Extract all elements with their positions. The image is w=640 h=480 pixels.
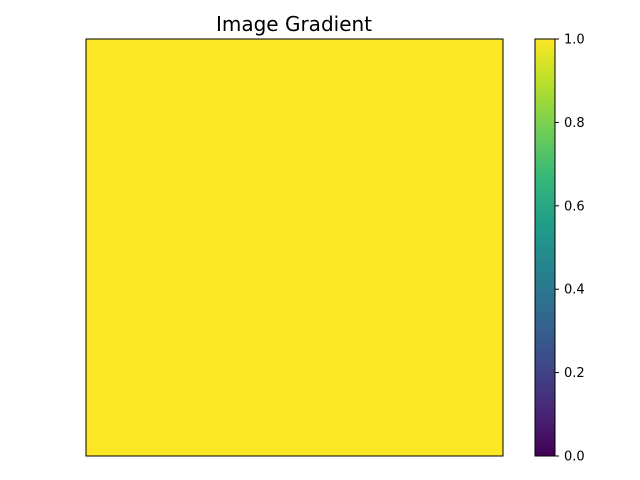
colorbar-frame bbox=[534, 38, 556, 457]
colorbar-gradient bbox=[535, 39, 555, 456]
heatmap-plot-area bbox=[85, 38, 504, 457]
colorbar-tick-label: 0.2 bbox=[564, 366, 585, 381]
colorbar-tick-label: 0.0 bbox=[564, 450, 585, 465]
chart-title: Image Gradient bbox=[216, 12, 372, 36]
colorbar-tick-label: 0.4 bbox=[564, 283, 585, 298]
colorbar: 0.0 0.2 0.4 0.6 0.8 1.0 bbox=[534, 33, 585, 465]
plot-frame bbox=[85, 38, 504, 457]
colorbar-tick-label: 1.0 bbox=[564, 33, 585, 48]
colorbar-tick-label: 0.6 bbox=[564, 199, 585, 214]
colorbar-tick-label: 0.8 bbox=[564, 116, 585, 131]
heatmap-cell bbox=[86, 39, 503, 456]
colorbar-ticks: 0.0 0.2 0.4 0.6 0.8 1.0 bbox=[555, 33, 585, 465]
